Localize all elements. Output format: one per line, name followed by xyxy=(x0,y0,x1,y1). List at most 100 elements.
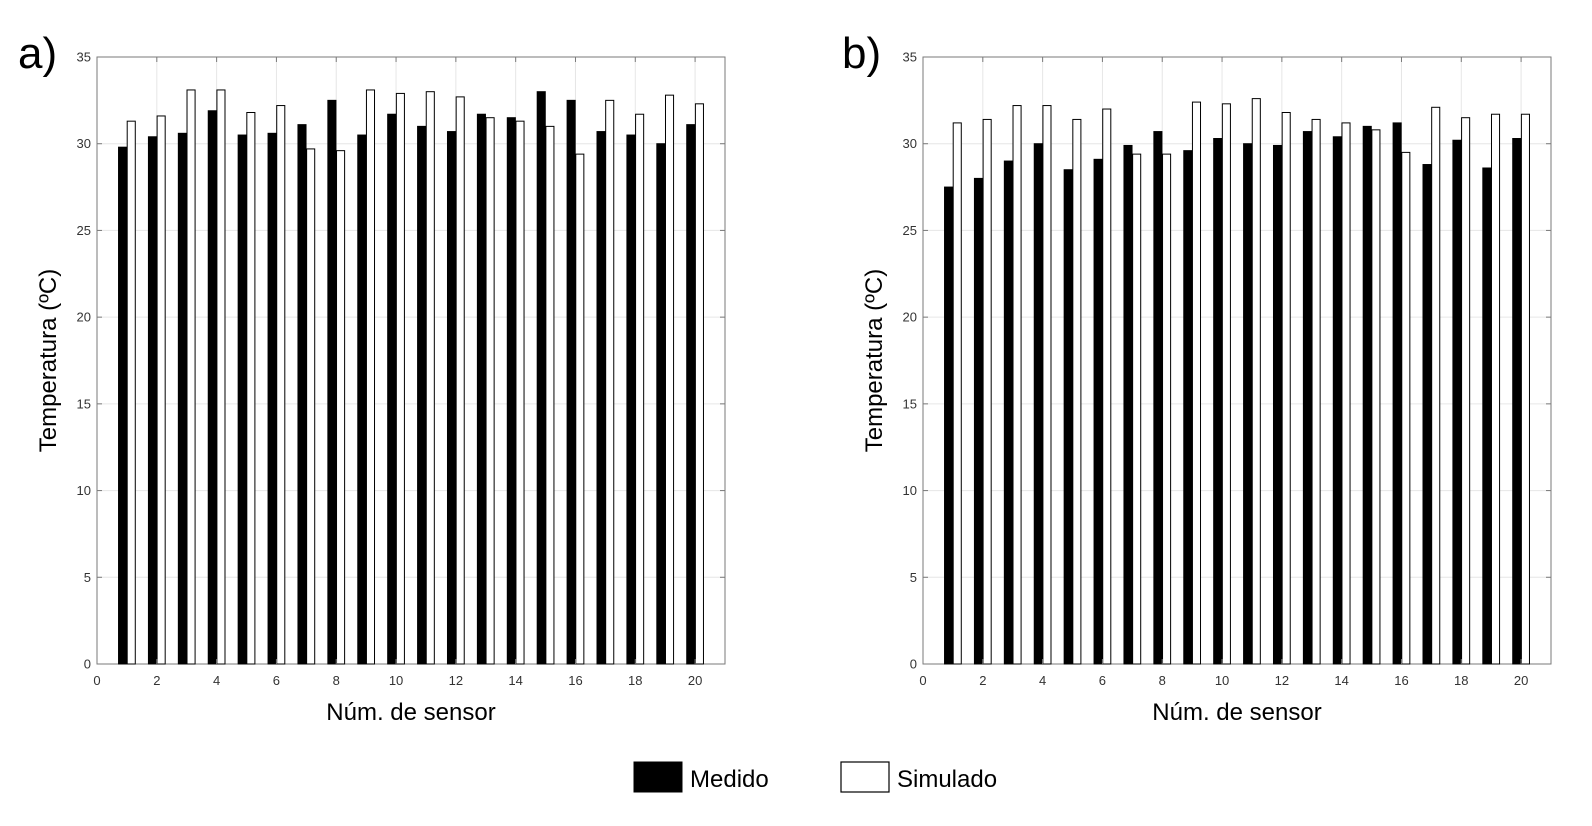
bar-simulado-sensor-19 xyxy=(1490,113,1501,665)
bar-simulado-sensor-15 xyxy=(545,125,555,665)
bar-simulado-sensor-20 xyxy=(1520,113,1530,665)
bar-medido-sensor-4 xyxy=(207,110,217,665)
y-tick-label: 35 xyxy=(903,50,917,65)
y-ticks-a: 0 5 10 15 20 25 30 35 xyxy=(77,50,725,672)
x-tick-label: 0 xyxy=(919,673,926,688)
bar-simulado-sensor-5 xyxy=(1072,118,1082,665)
bar-simulado-sensor-4 xyxy=(216,89,226,665)
bar-simulado-sensor-6 xyxy=(276,105,286,665)
bar-simulado-sensor-12 xyxy=(455,96,465,665)
bar-medido-sensor-11 xyxy=(417,125,427,665)
bar-simulado-sensor-7 xyxy=(1132,153,1142,665)
bar-simulado-sensor-10 xyxy=(1221,103,1231,665)
bar-simulado-sensor-2 xyxy=(982,118,992,665)
bar-simulado-sensor-6 xyxy=(1102,108,1112,665)
x-tick-label: 8 xyxy=(1159,673,1166,688)
bar-simulado-sensor-18 xyxy=(635,113,645,665)
bar-medido-sensor-16 xyxy=(1392,122,1402,665)
x-tick-label: 18 xyxy=(1454,673,1468,688)
y-tick-label: 35 xyxy=(77,50,91,65)
bar-medido-sensor-19 xyxy=(656,143,666,665)
y-tick-label: 30 xyxy=(903,136,917,151)
x-tick-label: 2 xyxy=(153,673,160,688)
bar-medido-sensor-18 xyxy=(1452,139,1462,665)
y-tick-label: 15 xyxy=(77,396,91,411)
bar-medido-sensor-6 xyxy=(1093,158,1103,665)
x-tick-label: 14 xyxy=(508,673,522,688)
bar-medido-sensor-16 xyxy=(566,99,576,665)
bar-simulado-sensor-19 xyxy=(664,94,675,665)
bar-simulado-sensor-10 xyxy=(395,92,405,665)
x-tick-label: 16 xyxy=(568,673,582,688)
bar-simulado-sensor-16 xyxy=(1401,151,1411,665)
bar-simulado-sensor-2 xyxy=(156,115,166,665)
x-tick-label: 0 xyxy=(93,673,100,688)
y-tick-label: 20 xyxy=(903,310,917,325)
bar-medido-sensor-12 xyxy=(446,131,457,665)
bar-medido-sensor-17 xyxy=(1422,164,1432,665)
bar-medido-sensor-9 xyxy=(357,134,367,665)
y-tick-label: 10 xyxy=(903,483,917,498)
legend-label-medido: Medido xyxy=(690,766,769,793)
bar-simulado-sensor-8 xyxy=(336,150,346,665)
bar-medido-sensor-5 xyxy=(1063,169,1073,665)
x-tick-label: 6 xyxy=(273,673,280,688)
bar-medido-sensor-18 xyxy=(626,134,636,665)
bar-medido-sensor-10 xyxy=(387,113,397,665)
y-tick-label: 30 xyxy=(77,136,91,151)
panel-label-b: b) xyxy=(842,29,881,78)
bar-simulado-sensor-4 xyxy=(1042,105,1052,665)
y-tick-label: 0 xyxy=(84,657,91,672)
bar-medido-sensor-13 xyxy=(1302,131,1312,665)
bar-simulado-sensor-5 xyxy=(246,111,256,665)
x-tick-label: 14 xyxy=(1334,673,1348,688)
y-tick-label: 5 xyxy=(84,570,91,585)
x-tick-label: 4 xyxy=(213,673,220,688)
plot-area-b xyxy=(922,56,1552,665)
bar-medido-sensor-7 xyxy=(297,124,307,665)
bar-medido-sensor-14 xyxy=(1332,136,1342,665)
bar-medido-sensor-10 xyxy=(1213,138,1223,665)
x-ticks-a: 0 2 4 6 8 10 12 14 16 18 20 xyxy=(93,57,702,688)
bar-medido-sensor-3 xyxy=(177,132,187,665)
bar-simulado-sensor-11 xyxy=(425,91,435,665)
x-tick-label: 4 xyxy=(1039,673,1046,688)
bar-medido-sensor-13 xyxy=(476,113,486,665)
bar-simulado-sensor-3 xyxy=(186,89,196,665)
bar-medido-sensor-15 xyxy=(1362,125,1372,665)
bar-simulado-sensor-16 xyxy=(575,153,585,665)
x-tick-label: 10 xyxy=(1215,673,1229,688)
bar-simulado-sensor-20 xyxy=(694,103,704,665)
bar-medido-sensor-9 xyxy=(1183,150,1193,665)
y-ticks-b: 0 5 10 15 20 25 30 35 xyxy=(903,50,1551,672)
bar-medido-sensor-15 xyxy=(536,91,546,665)
bar-medido-sensor-5 xyxy=(237,134,247,665)
bar-medido-sensor-1 xyxy=(118,146,128,665)
bar-simulado-sensor-8 xyxy=(1162,153,1172,665)
bar-medido-sensor-8 xyxy=(327,99,337,665)
bar-simulado-sensor-9 xyxy=(1191,101,1202,665)
legend-swatch-simulado xyxy=(840,761,890,793)
x-tick-label: 2 xyxy=(979,673,986,688)
bar-medido-sensor-20 xyxy=(1512,138,1522,665)
bar-medido-sensor-1 xyxy=(944,186,954,665)
bar-simulado-sensor-13 xyxy=(485,117,495,665)
bar-simulado-sensor-1 xyxy=(126,120,136,665)
bar-simulado-sensor-9 xyxy=(365,89,376,665)
bar-simulado-sensor-18 xyxy=(1461,117,1471,665)
bar-medido-sensor-8 xyxy=(1153,131,1163,665)
plot-area-a xyxy=(96,56,726,665)
bar-simulado-sensor-11 xyxy=(1251,98,1261,665)
bar-medido-sensor-17 xyxy=(596,131,606,665)
legend-swatch-medido xyxy=(633,761,683,793)
x-tick-label: 16 xyxy=(1394,673,1408,688)
bar-simulado-sensor-17 xyxy=(605,99,615,665)
bars-a xyxy=(118,89,704,665)
bar-medido-sensor-14 xyxy=(506,117,516,665)
x-tick-label: 18 xyxy=(628,673,642,688)
bar-simulado-sensor-17 xyxy=(1431,106,1441,665)
legend-label-simulado: Simulado xyxy=(897,766,997,793)
x-tick-label: 8 xyxy=(333,673,340,688)
y-tick-label: 0 xyxy=(910,657,917,672)
